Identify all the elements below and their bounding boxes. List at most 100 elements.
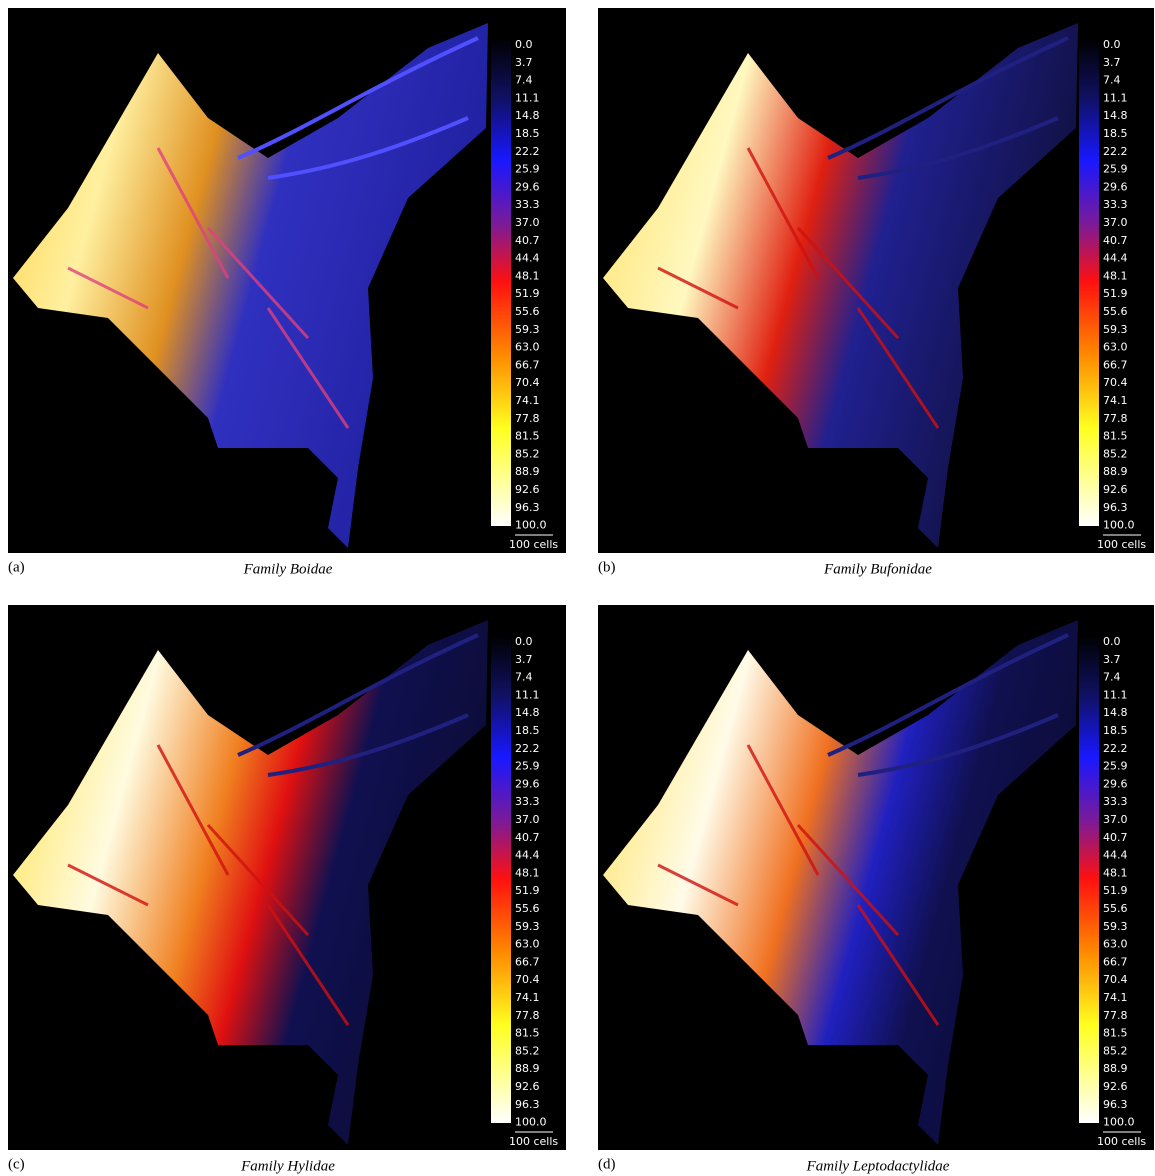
legend-label: 92.6 bbox=[1103, 483, 1128, 496]
color-bar bbox=[491, 635, 511, 1123]
legend-label: 51.9 bbox=[1103, 884, 1128, 897]
legend-label: 96.3 bbox=[515, 501, 540, 514]
legend-label: 40.7 bbox=[1103, 234, 1128, 247]
legend-label: 74.1 bbox=[515, 394, 540, 407]
legend-label: 100.0 bbox=[1103, 1116, 1135, 1129]
legend-label: 74.1 bbox=[1103, 394, 1128, 407]
legend-label: 33.3 bbox=[515, 198, 540, 211]
legend-label: 3.7 bbox=[1103, 56, 1121, 69]
legend-label: 29.6 bbox=[1103, 777, 1128, 790]
stream bbox=[67, 147, 350, 429]
legend-label: 44.4 bbox=[515, 252, 540, 265]
legend-label: 33.3 bbox=[1103, 198, 1128, 211]
legend-label: 3.7 bbox=[1103, 653, 1121, 666]
map-panel: 0.0 3.7 7.4 11.1 14.8 18.5 22.2 25.9 29.6 33.3 37.… bbox=[598, 605, 1154, 1150]
legend-label: 66.7 bbox=[515, 955, 540, 968]
legend-label: 70.4 bbox=[515, 376, 540, 389]
legend-label: 92.6 bbox=[515, 483, 540, 496]
stream bbox=[657, 147, 940, 429]
legend-label: 18.5 bbox=[1103, 127, 1128, 140]
map-panel: 0.0 3.7 7.4 11.1 14.8 18.5 22.2 25.9 29.6 33.3 37.… bbox=[8, 8, 566, 553]
panel-caption: Family Hylidae bbox=[240, 1158, 335, 1174]
legend-label: 51.9 bbox=[515, 287, 540, 300]
legend-label: 18.5 bbox=[515, 127, 540, 140]
legend-label: 70.4 bbox=[1103, 376, 1128, 389]
legend-label: 92.6 bbox=[1103, 1080, 1128, 1093]
legend-label: 66.7 bbox=[1103, 358, 1128, 371]
legend-label: 11.1 bbox=[1103, 91, 1128, 104]
panel-label: (c) bbox=[8, 1156, 25, 1172]
legend-label: 0.0 bbox=[1103, 38, 1121, 51]
legend-label: 74.1 bbox=[1103, 991, 1128, 1004]
legend-label: 22.2 bbox=[1103, 742, 1128, 755]
legend-label: 40.7 bbox=[515, 831, 540, 844]
legend-label: 14.8 bbox=[1103, 706, 1128, 719]
legend-label: 3.7 bbox=[515, 56, 533, 69]
legend-label: 70.4 bbox=[1103, 973, 1128, 986]
legend-label: 77.8 bbox=[515, 412, 540, 425]
legend-label: 37.0 bbox=[1103, 216, 1128, 229]
legend-label: 85.2 bbox=[515, 1044, 540, 1057]
legend-label: 48.1 bbox=[1103, 866, 1128, 879]
legend-label: 100.0 bbox=[515, 519, 547, 532]
legend-label: 96.3 bbox=[515, 1098, 540, 1111]
legend-label: 77.8 bbox=[515, 1009, 540, 1022]
legend-label: 55.6 bbox=[515, 305, 540, 318]
legend-label: 92.6 bbox=[515, 1080, 540, 1093]
legend-label: 74.1 bbox=[515, 991, 540, 1004]
legend-label: 48.1 bbox=[1103, 269, 1128, 282]
legend-label: 85.2 bbox=[1103, 1044, 1128, 1057]
scale-bar-label: 100 cells bbox=[509, 1135, 558, 1148]
panel-label: (b) bbox=[598, 559, 616, 575]
legend-label: 7.4 bbox=[515, 74, 533, 87]
legend-label: 33.3 bbox=[515, 795, 540, 808]
legend-label: 14.8 bbox=[515, 109, 540, 122]
river bbox=[827, 36, 1069, 180]
stream bbox=[67, 744, 350, 1026]
river bbox=[237, 633, 479, 777]
legend-label: 40.7 bbox=[1103, 831, 1128, 844]
legend-label: 96.3 bbox=[1103, 501, 1128, 514]
legend-label: 88.9 bbox=[515, 465, 540, 478]
legend-label: 0.0 bbox=[515, 38, 533, 51]
scale-bar-label: 100 cells bbox=[1097, 1135, 1146, 1148]
legend-label: 7.4 bbox=[515, 671, 533, 684]
legend-label: 11.1 bbox=[1103, 688, 1128, 701]
legend-label: 48.1 bbox=[515, 866, 540, 879]
legend-label: 37.0 bbox=[1103, 813, 1128, 826]
legend-label: 59.3 bbox=[515, 323, 540, 336]
legend-label: 14.8 bbox=[515, 706, 540, 719]
legend-label: 63.0 bbox=[1103, 341, 1128, 354]
legend-label: 77.8 bbox=[1103, 1009, 1128, 1022]
legend-label: 25.9 bbox=[515, 163, 540, 176]
legend-label: 25.9 bbox=[1103, 760, 1128, 773]
legend-label: 44.4 bbox=[1103, 252, 1128, 265]
river bbox=[237, 36, 479, 180]
legend-label: 44.4 bbox=[515, 849, 540, 862]
legend-label: 100.0 bbox=[1103, 519, 1135, 532]
legend-label: 77.8 bbox=[1103, 412, 1128, 425]
panel-label: (d) bbox=[598, 1156, 616, 1172]
legend-label: 22.2 bbox=[515, 742, 540, 755]
legend-label: 100.0 bbox=[515, 1116, 547, 1129]
panel-caption: Family Boidae bbox=[243, 561, 333, 577]
legend-label: 88.9 bbox=[515, 1062, 540, 1075]
scale-bar-label: 100 cells bbox=[1097, 538, 1146, 551]
legend-label: 85.2 bbox=[1103, 447, 1128, 460]
legend-label: 51.9 bbox=[1103, 287, 1128, 300]
legend-label: 88.9 bbox=[1103, 465, 1128, 478]
legend-label: 55.6 bbox=[1103, 902, 1128, 915]
legend-label: 29.6 bbox=[515, 180, 540, 193]
river bbox=[827, 633, 1069, 777]
legend-label: 63.0 bbox=[515, 938, 540, 951]
color-bar bbox=[1079, 635, 1099, 1123]
panel-label: (a) bbox=[8, 559, 25, 575]
legend-label: 55.6 bbox=[515, 902, 540, 915]
legend-label: 18.5 bbox=[1103, 724, 1128, 737]
legend-label: 18.5 bbox=[515, 724, 540, 737]
legend-label: 81.5 bbox=[515, 1027, 540, 1040]
legend-label: 29.6 bbox=[515, 777, 540, 790]
map-panel: 0.0 3.7 7.4 11.1 14.8 18.5 22.2 25.9 29.6 33.3 37.… bbox=[598, 8, 1154, 553]
legend-label: 70.4 bbox=[515, 973, 540, 986]
legend-label: 0.0 bbox=[515, 635, 533, 648]
